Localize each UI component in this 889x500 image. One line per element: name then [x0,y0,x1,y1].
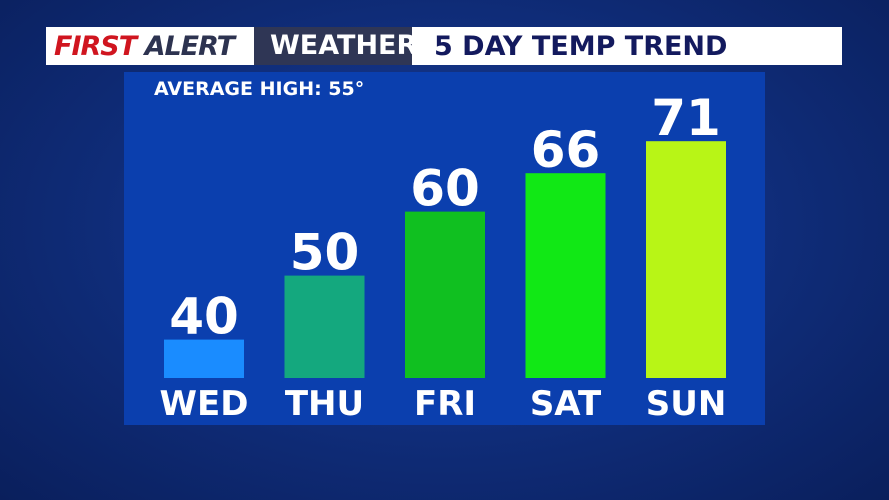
bar-sat [525,173,606,378]
category-label: WED [160,384,249,424]
bar-chart: 40 WED 50 THU 60 FRI 66 SAT 71 SUN [160,89,727,424]
value-label: 66 [531,121,601,179]
page-title: 5 DAY TEMP TREND [434,30,728,62]
value-label: 40 [169,288,239,346]
weather-label: WEATHER [254,27,417,65]
category-label: FRI [414,384,476,424]
value-label: 50 [290,224,360,282]
category-label: SUN [646,384,727,424]
bar-fri [405,211,485,378]
bar-wed [164,339,244,378]
value-label: 60 [410,160,480,218]
average-high: AVERAGE HIGH: 55° [154,78,365,100]
chart-panel: AVERAGE HIGH: 55° 40 WED 50 THU 60 FRI 66 SAT 71… [124,72,765,425]
category-label: THU [285,384,364,424]
bar-sun [646,141,726,378]
first-alert-logo: FIRST ALERT [54,30,235,62]
header-bar: FIRST ALERT WEATHER 5 DAY TEMP TREND [46,27,842,65]
bar-thu [284,275,365,378]
category-label: SAT [530,384,602,424]
value-label: 71 [651,89,721,147]
